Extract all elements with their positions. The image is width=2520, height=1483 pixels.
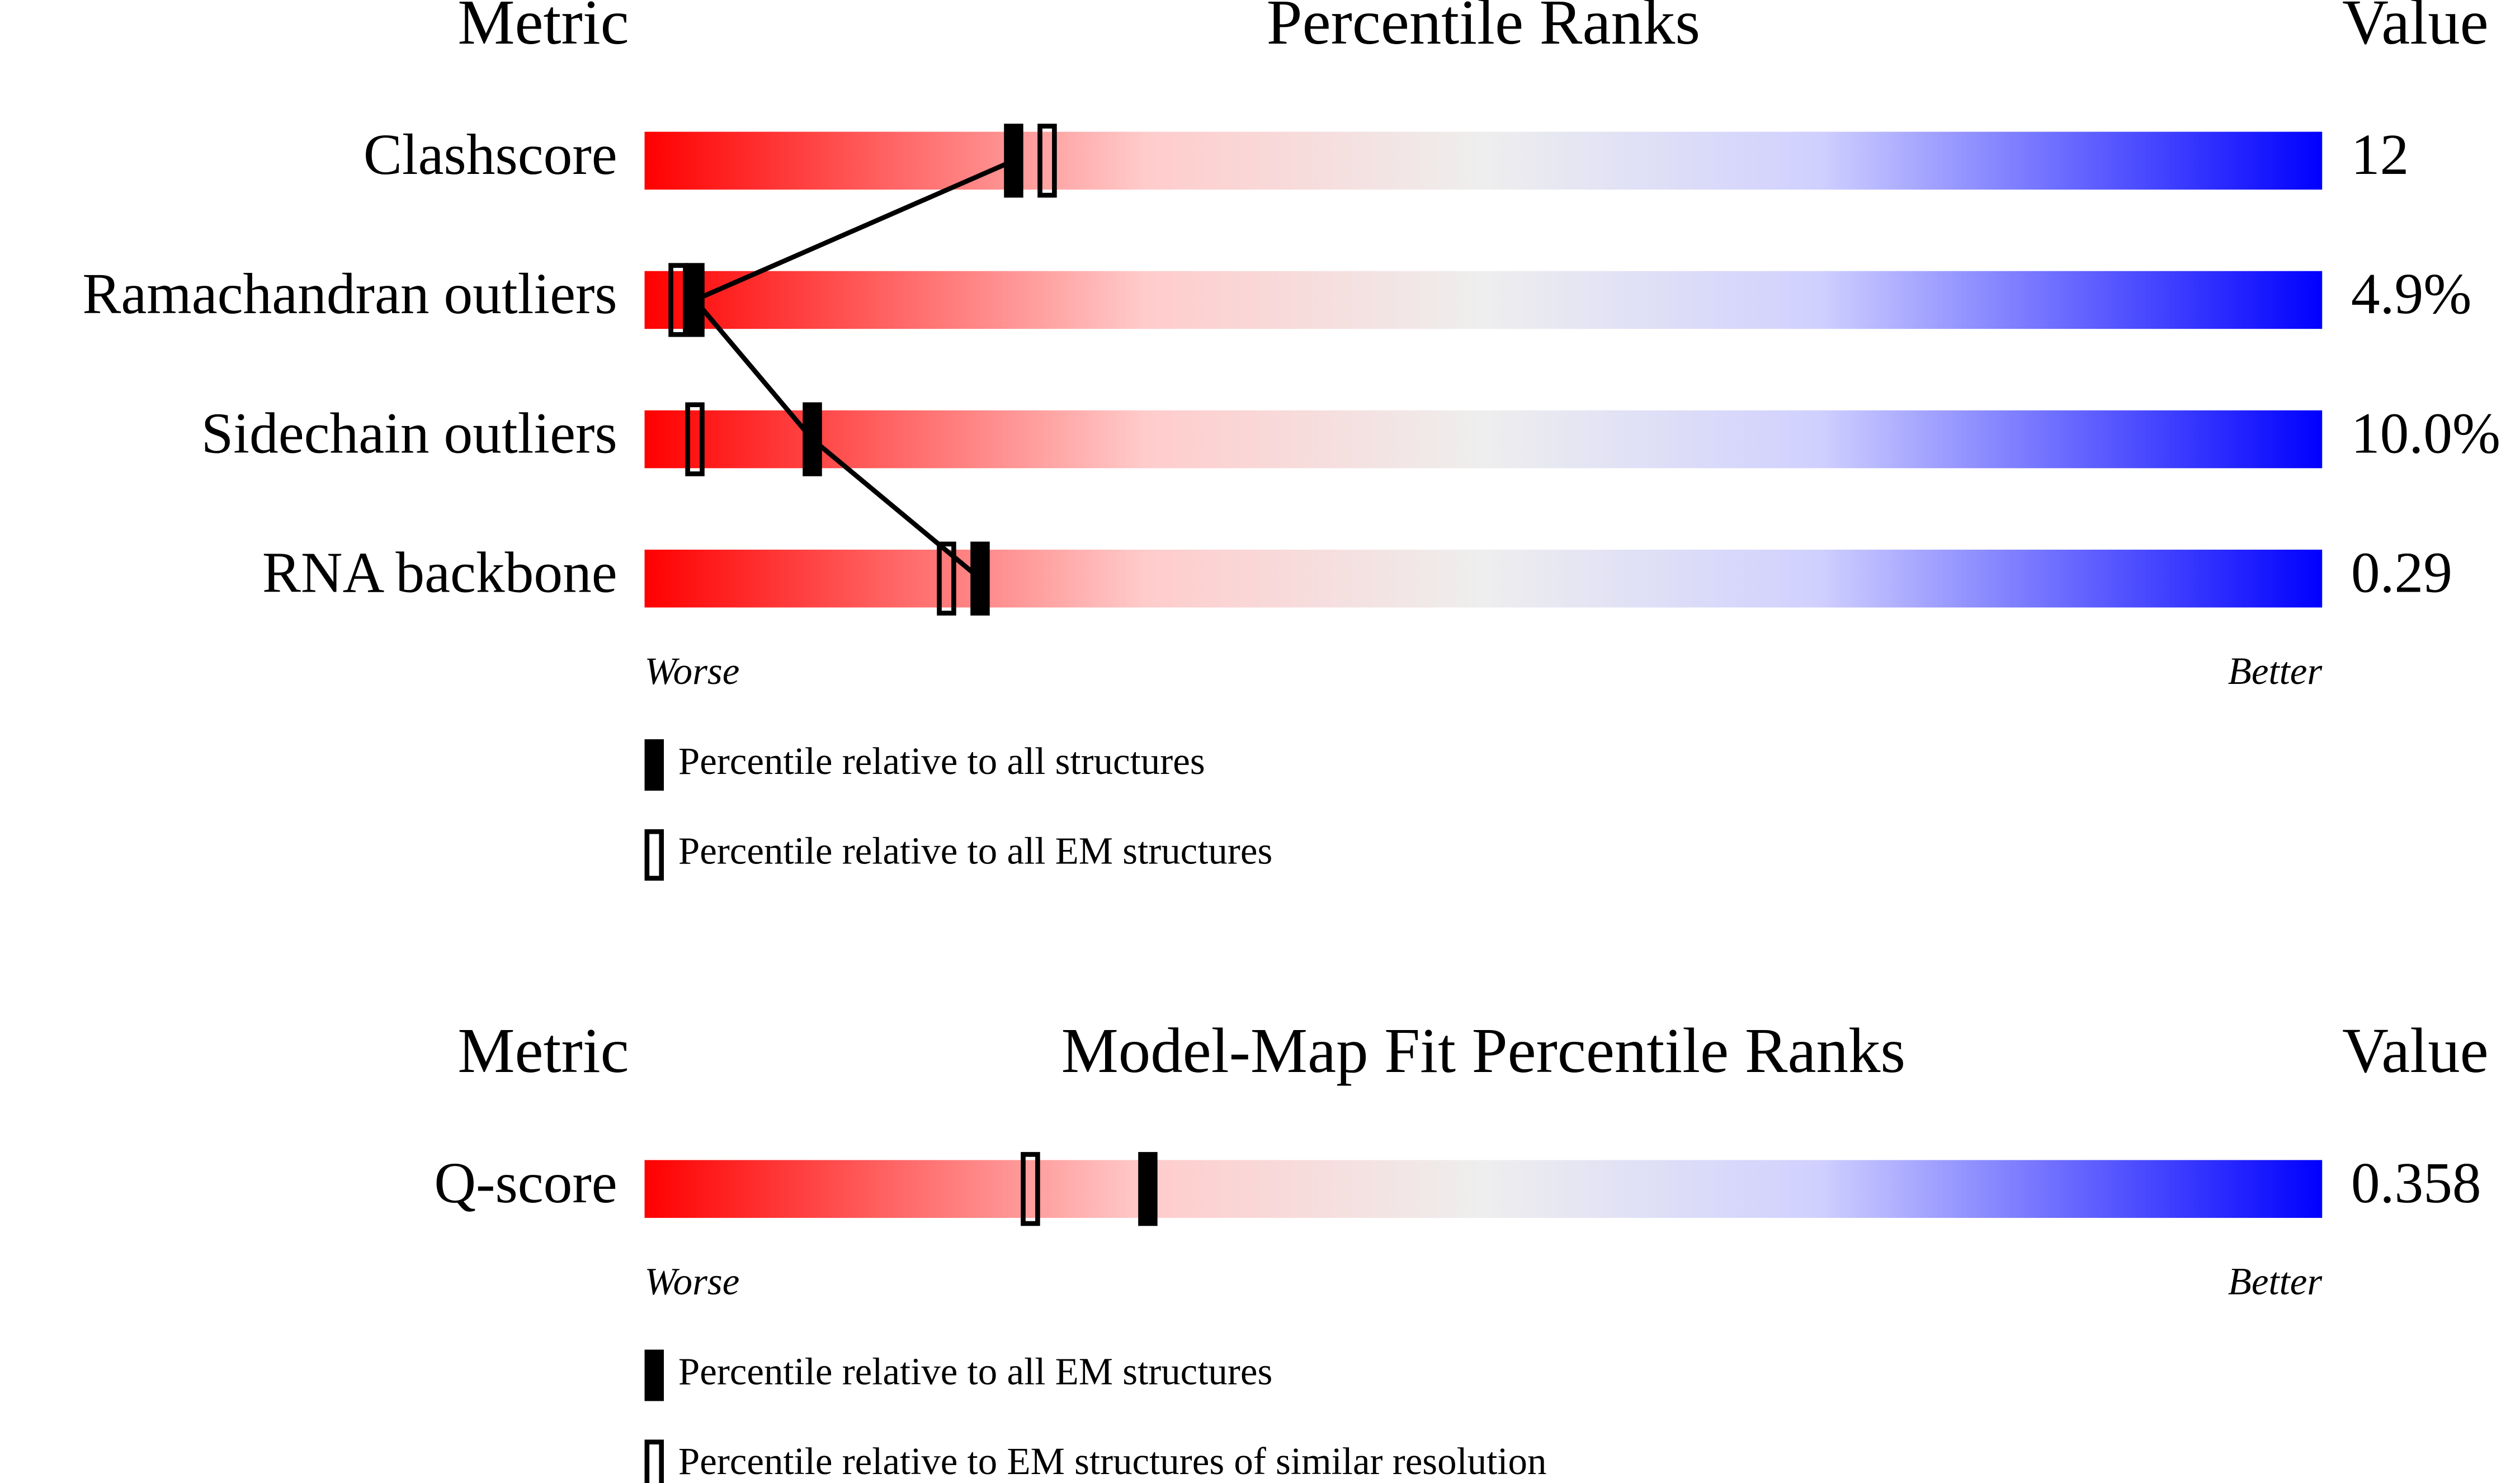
- metric-label: Q-score: [434, 1151, 617, 1215]
- percentile-bar: [644, 271, 2323, 329]
- metric-value: 10.0%: [2351, 402, 2500, 465]
- metric-label: Clashscore: [364, 123, 617, 187]
- metric-value: 0.29: [2351, 541, 2452, 604]
- percentile-marker: [970, 541, 990, 616]
- better-label: Better: [2228, 650, 2323, 692]
- metric-value: 0.358: [2351, 1151, 2481, 1215]
- legend-swatch: [644, 1349, 664, 1401]
- metric-label: RNA backbone: [262, 541, 617, 604]
- metric-label: Ramachandran outliers: [82, 262, 617, 326]
- percentile-marker-open: [1021, 1152, 1040, 1226]
- value-header: Value: [2342, 0, 2489, 58]
- worse-label: Worse: [645, 1260, 740, 1302]
- legend-label: Percentile relative to all EM structures: [678, 830, 1272, 872]
- worse-label: Worse: [645, 650, 740, 692]
- connector-line: [691, 158, 1015, 580]
- legend-swatch: [644, 829, 664, 881]
- percentile-marker: [1004, 124, 1023, 198]
- chart-title: Percentile Ranks: [1267, 0, 1700, 58]
- percentile-marker: [1138, 1152, 1158, 1226]
- legend-label: Percentile relative to all EM structures: [678, 1350, 1272, 1392]
- metric-header: Metric: [457, 1015, 629, 1086]
- percentile-marker-open: [1037, 124, 1057, 198]
- legend-swatch: [644, 739, 664, 791]
- legend-label: Percentile relative to EM structures of …: [678, 1440, 1547, 1482]
- percentile-bar: [644, 131, 2323, 190]
- percentile-marker-open: [937, 541, 956, 616]
- legend-label: Percentile relative to all structures: [678, 740, 1205, 782]
- metric-value: 12: [2351, 123, 2409, 187]
- chart-title: Model-Map Fit Percentile Ranks: [1061, 1015, 1906, 1086]
- percentile-bar: [644, 549, 2323, 608]
- metric-value: 4.9%: [2351, 262, 2471, 326]
- metric-header: Metric: [457, 0, 629, 58]
- percentile-bar: [644, 1160, 2323, 1218]
- legend-swatch: [644, 1439, 664, 1483]
- percentile-bar: [644, 410, 2323, 469]
- percentile-marker: [803, 402, 822, 476]
- percentile-marker: [685, 263, 705, 337]
- better-label: Better: [2228, 1260, 2323, 1302]
- metric-label: Sidechain outliers: [201, 402, 617, 465]
- value-header: Value: [2342, 1015, 2489, 1086]
- percentile-marker-open: [668, 263, 688, 337]
- percentile-marker-open: [685, 402, 705, 476]
